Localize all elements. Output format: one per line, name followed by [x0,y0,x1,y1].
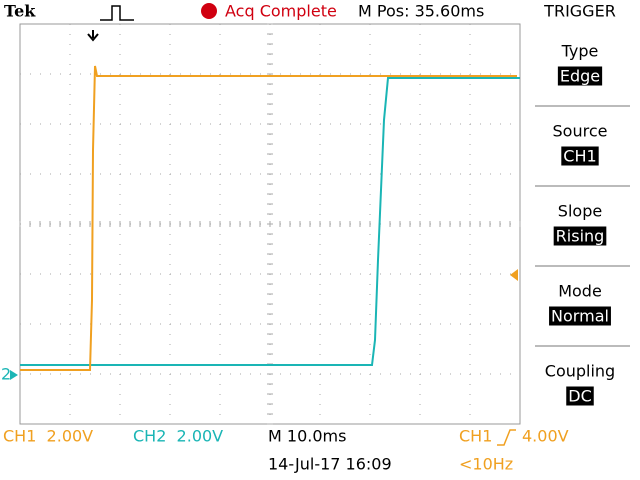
acq-status: Acq Complete [225,2,337,21]
slope-icon [497,429,516,446]
menu-value: CH1 [563,147,596,166]
menu-value-box [553,226,607,246]
menu-value-box [557,66,603,86]
date-time: 14-Jul-17 16:09 [268,455,392,474]
trigger-level: 4.00V [522,427,569,446]
menu-label: Coupling [545,362,615,381]
ch1-scale: CH1 2.00V [3,427,93,446]
menu-label: Source [553,122,608,141]
menu-value: Edge [560,67,600,86]
ch2-trace [20,77,520,366]
trigger-level-marker [510,269,518,281]
menu-value: Rising [556,227,605,246]
trigger-source: CH1 [459,427,492,446]
timebase: M 10.0ms [268,427,346,446]
menu-label: Slope [558,202,602,221]
menu-value-box [566,386,594,406]
trigger-position-marker [87,30,99,42]
menu-value: Normal [551,307,609,326]
m-pos: M Pos: 35.60ms [358,2,484,21]
menu-value-box [549,306,611,326]
ch2-marker: 2 [1,365,11,384]
graticule [19,23,521,425]
menu-title: TRIGGER [543,2,616,21]
menu-value-box [561,146,599,166]
menu-label: Mode [558,282,602,301]
ch2-scale: CH2 2.00V [133,427,223,446]
acq-indicator [201,3,217,19]
brand: Tek [4,2,36,21]
menu-value: DC [568,387,592,406]
trigger-menu: Type Edge Source CH1 Slope Rising Mode Normal Co… [535,42,630,406]
acq-icon [100,5,134,21]
ch1-trace [20,65,517,371]
menu-label: Type [561,42,599,61]
ch2-marker-arrow [10,370,18,380]
trigger-frequency: <10Hz [459,455,513,474]
